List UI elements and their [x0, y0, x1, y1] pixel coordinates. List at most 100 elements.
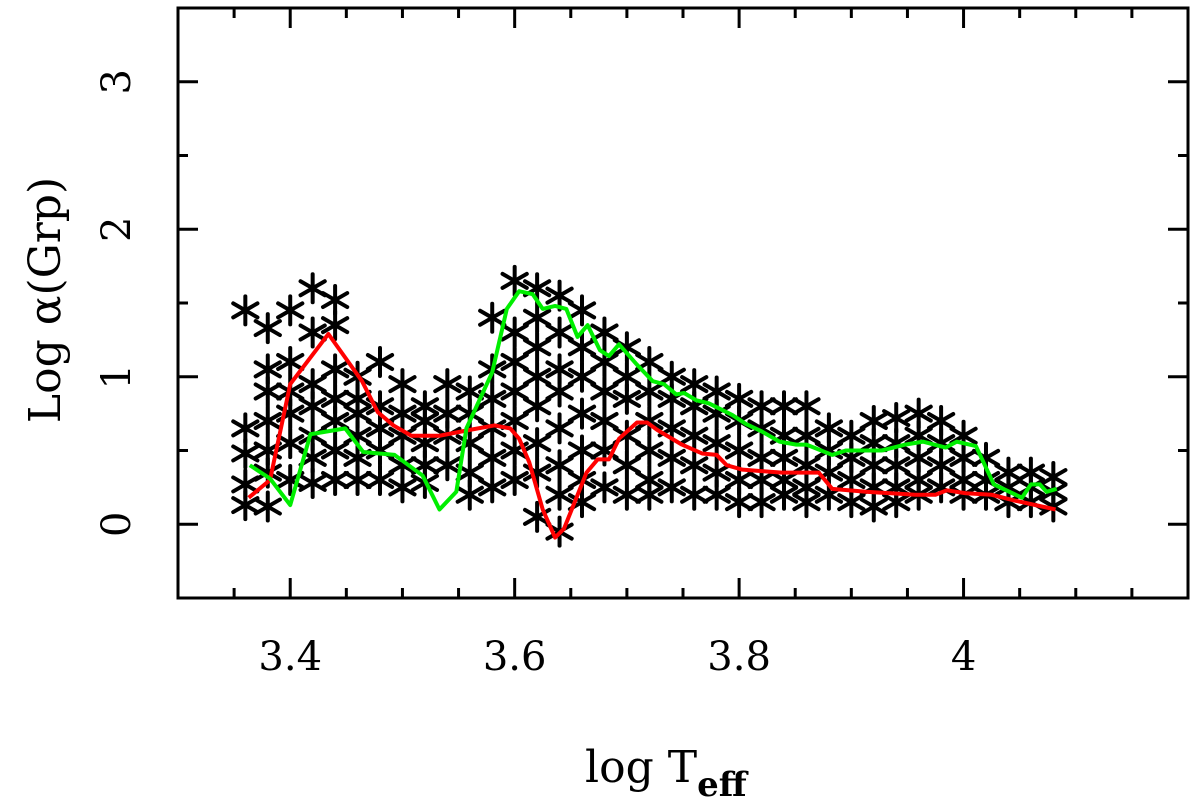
data-point: [590, 316, 619, 349]
data-point: [253, 405, 282, 437]
data-point: [724, 486, 754, 519]
data-point: [343, 464, 372, 496]
data-point: [388, 419, 417, 452]
y-tick-label: 1: [94, 364, 140, 389]
scatter-points: [231, 264, 1068, 548]
y-tick-labels: 0 1 2 3: [94, 69, 140, 537]
data-point: [769, 478, 799, 511]
x-tick-label: 4: [951, 634, 976, 680]
data-point: [635, 478, 664, 511]
data-point: [478, 441, 507, 474]
y-tick-label: 0: [94, 512, 140, 537]
data-point: [478, 412, 507, 445]
data-point: [365, 464, 395, 496]
data-point: [500, 375, 529, 408]
data-point: [702, 397, 731, 430]
data-point: [612, 382, 642, 415]
data-point: [702, 478, 731, 511]
data-point: [545, 412, 574, 445]
data-point: [522, 360, 552, 393]
data-point: [455, 478, 484, 511]
data-point: [478, 471, 507, 504]
data-point: [545, 375, 574, 408]
data-point: [635, 375, 664, 408]
data-point: [433, 449, 462, 482]
x-axis-label: log Teff: [585, 742, 749, 805]
data-point: [298, 272, 327, 305]
data-point: [276, 294, 305, 327]
data-point: [859, 490, 888, 523]
data-point: [612, 449, 642, 482]
data-point: [522, 301, 552, 334]
data-point: [680, 419, 709, 452]
data-point: [253, 490, 282, 523]
data-point: [478, 301, 507, 334]
data-point: [635, 346, 664, 378]
data-point: [747, 412, 776, 445]
x-tick-label: 3.4: [258, 634, 322, 680]
data-point: [657, 471, 686, 504]
data-point: [522, 331, 552, 364]
data-point: [567, 434, 597, 467]
data-point: [320, 309, 350, 342]
data-point: [567, 360, 597, 393]
red-series-line: [247, 331, 1057, 540]
data-point: [500, 264, 529, 297]
data-point: [1039, 490, 1068, 523]
data-point: [545, 478, 574, 511]
data-point: [433, 368, 462, 401]
data-point: [500, 316, 529, 349]
data-point: [590, 405, 619, 437]
data-point: [590, 375, 619, 408]
axis-ticks: [176, 6, 1190, 600]
x-tick-label: 3.8: [707, 634, 771, 680]
data-point: [320, 464, 350, 496]
series-lines: [247, 289, 1058, 540]
data-point: [792, 486, 821, 519]
data-point: [298, 466, 327, 499]
x-tick-labels: 3.4 3.6 3.8 4: [258, 634, 976, 680]
data-point: [545, 449, 574, 482]
data-point: [388, 368, 417, 401]
data-point: [680, 478, 709, 511]
data-point: [500, 346, 529, 378]
data-point: [231, 489, 260, 522]
y-axis-label: Log α(Grp): [20, 177, 71, 423]
data-point: [545, 316, 574, 349]
data-point: [320, 434, 350, 467]
data-point: [276, 346, 305, 378]
data-point: [522, 390, 552, 423]
data-point: [702, 427, 731, 460]
data-point: [320, 353, 350, 386]
data-point: [388, 471, 417, 504]
data-point: [253, 375, 282, 408]
data-point: [657, 441, 686, 474]
x-tick-label: 3.6: [483, 634, 547, 680]
green-series-line: [248, 289, 1058, 512]
data-point: [253, 312, 282, 345]
data-point: [567, 331, 597, 364]
data-point: [567, 397, 597, 430]
data-point: [747, 486, 776, 519]
data-point: [298, 316, 327, 349]
data-point: [567, 294, 597, 327]
data-point: [590, 471, 619, 504]
data-point: [769, 390, 799, 423]
data-point: [231, 437, 260, 470]
data-point: [298, 390, 327, 423]
data-point: [500, 464, 529, 496]
data-point: [612, 478, 642, 511]
y-tick-label: 2: [94, 217, 140, 242]
data-point: [231, 294, 260, 327]
data-point: [635, 405, 664, 437]
data-point: [792, 390, 821, 423]
data-point: [635, 434, 664, 467]
data-point: [365, 346, 395, 378]
data-point: [545, 279, 574, 312]
data-point: [680, 449, 709, 482]
data-point: [724, 434, 754, 467]
data-point: [837, 486, 866, 519]
data-point: [522, 427, 552, 460]
data-point: [276, 427, 305, 460]
